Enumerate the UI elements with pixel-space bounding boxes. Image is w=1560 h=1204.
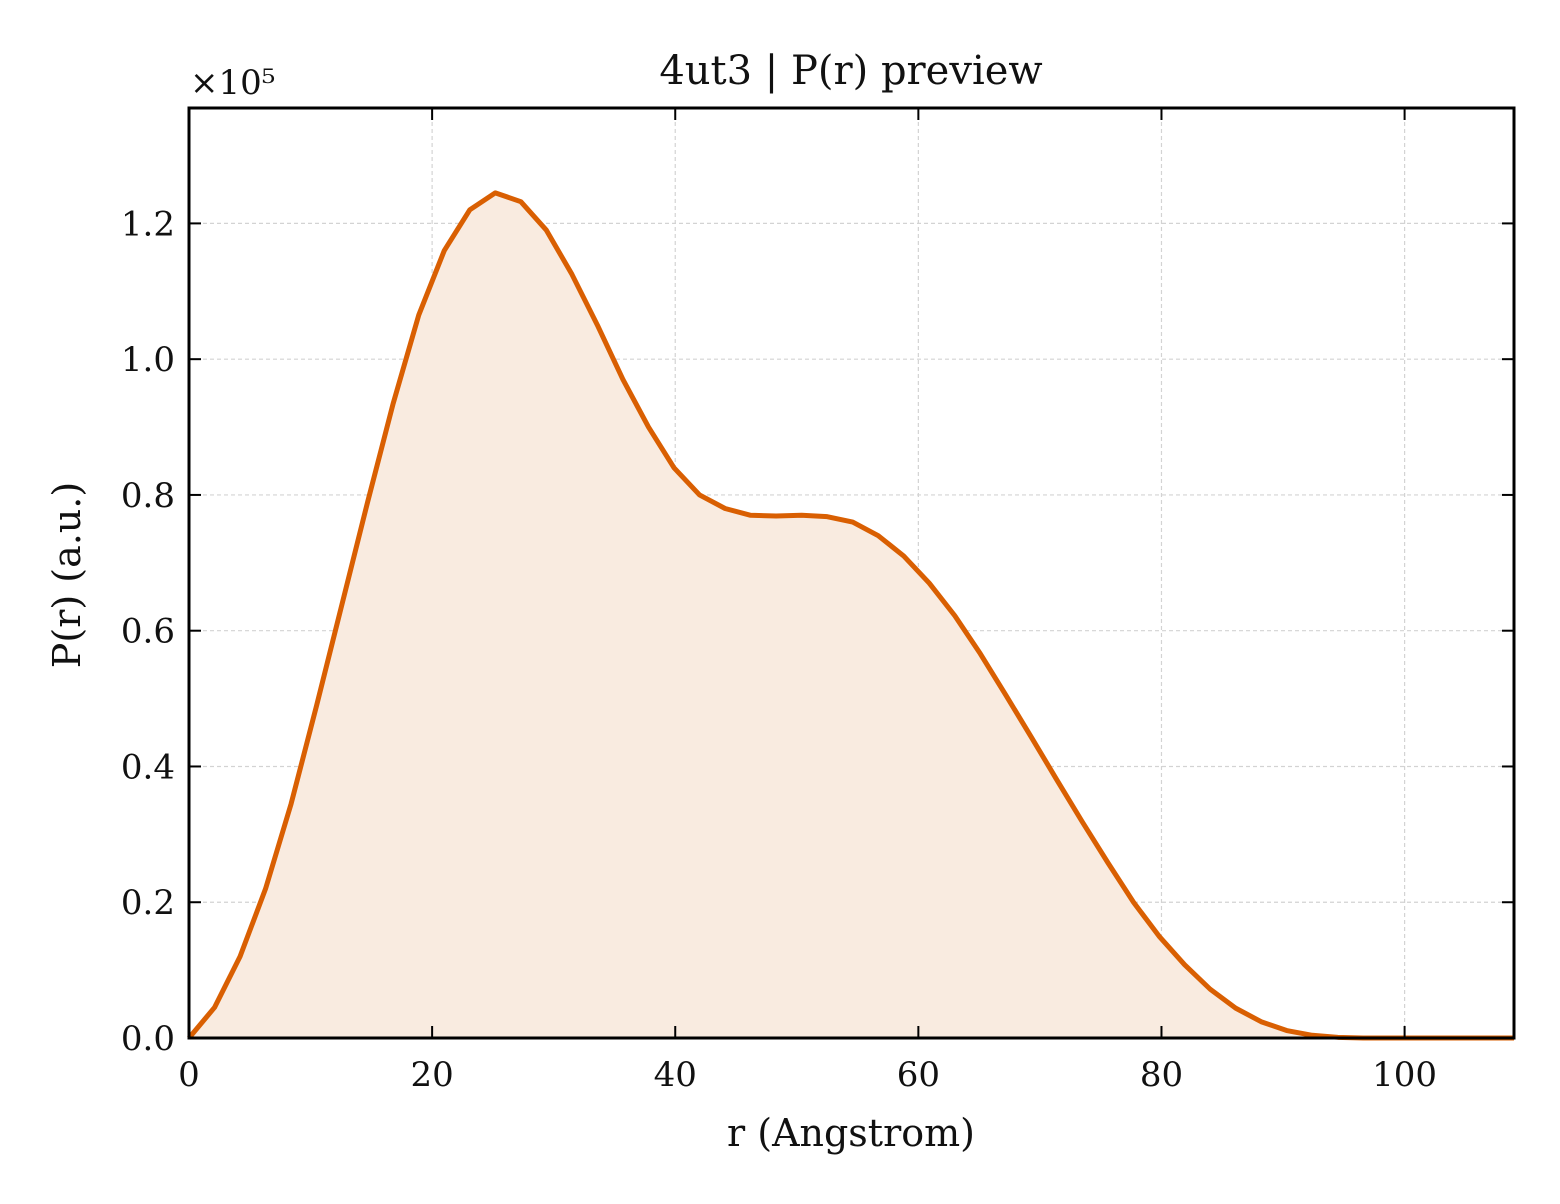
axis-ticks bbox=[188, 108, 1514, 1039]
x-axis-label: r (Angstrom) bbox=[727, 1111, 975, 1155]
axis-tick-labels: 0 20 40 60 80 100 0.0 0.2 0.4 0.6 0.8 1.0 1.2 bbox=[121, 204, 1437, 1095]
x-tick-label: 100 bbox=[1372, 1055, 1437, 1095]
series-area-fill bbox=[189, 192, 1514, 1039]
chart-title: 4ut3 | P(r) preview bbox=[659, 48, 1042, 94]
y-tick-label: 1.0 bbox=[121, 340, 175, 380]
y-axis-label: P(r) (a.u.) bbox=[45, 482, 89, 668]
y-axis-multiplier: ×10⁵ bbox=[190, 63, 275, 103]
x-tick-label: 40 bbox=[654, 1055, 697, 1095]
y-tick-label: 0.4 bbox=[121, 747, 175, 787]
plot-frame bbox=[187, 106, 1516, 1040]
y-tick-label: 0.2 bbox=[121, 883, 175, 923]
y-tick-label: 0.6 bbox=[121, 612, 175, 652]
x-tick-label: 60 bbox=[897, 1055, 940, 1095]
x-tick-label: 0 bbox=[178, 1055, 200, 1095]
series-line bbox=[187, 190, 1514, 1041]
x-tick-label: 80 bbox=[1140, 1055, 1183, 1095]
y-tick-label: 1.2 bbox=[121, 204, 175, 244]
y-tick-label: 0.8 bbox=[121, 476, 175, 516]
x-tick-label: 20 bbox=[410, 1055, 453, 1095]
y-tick-label: 0.0 bbox=[121, 1019, 175, 1059]
